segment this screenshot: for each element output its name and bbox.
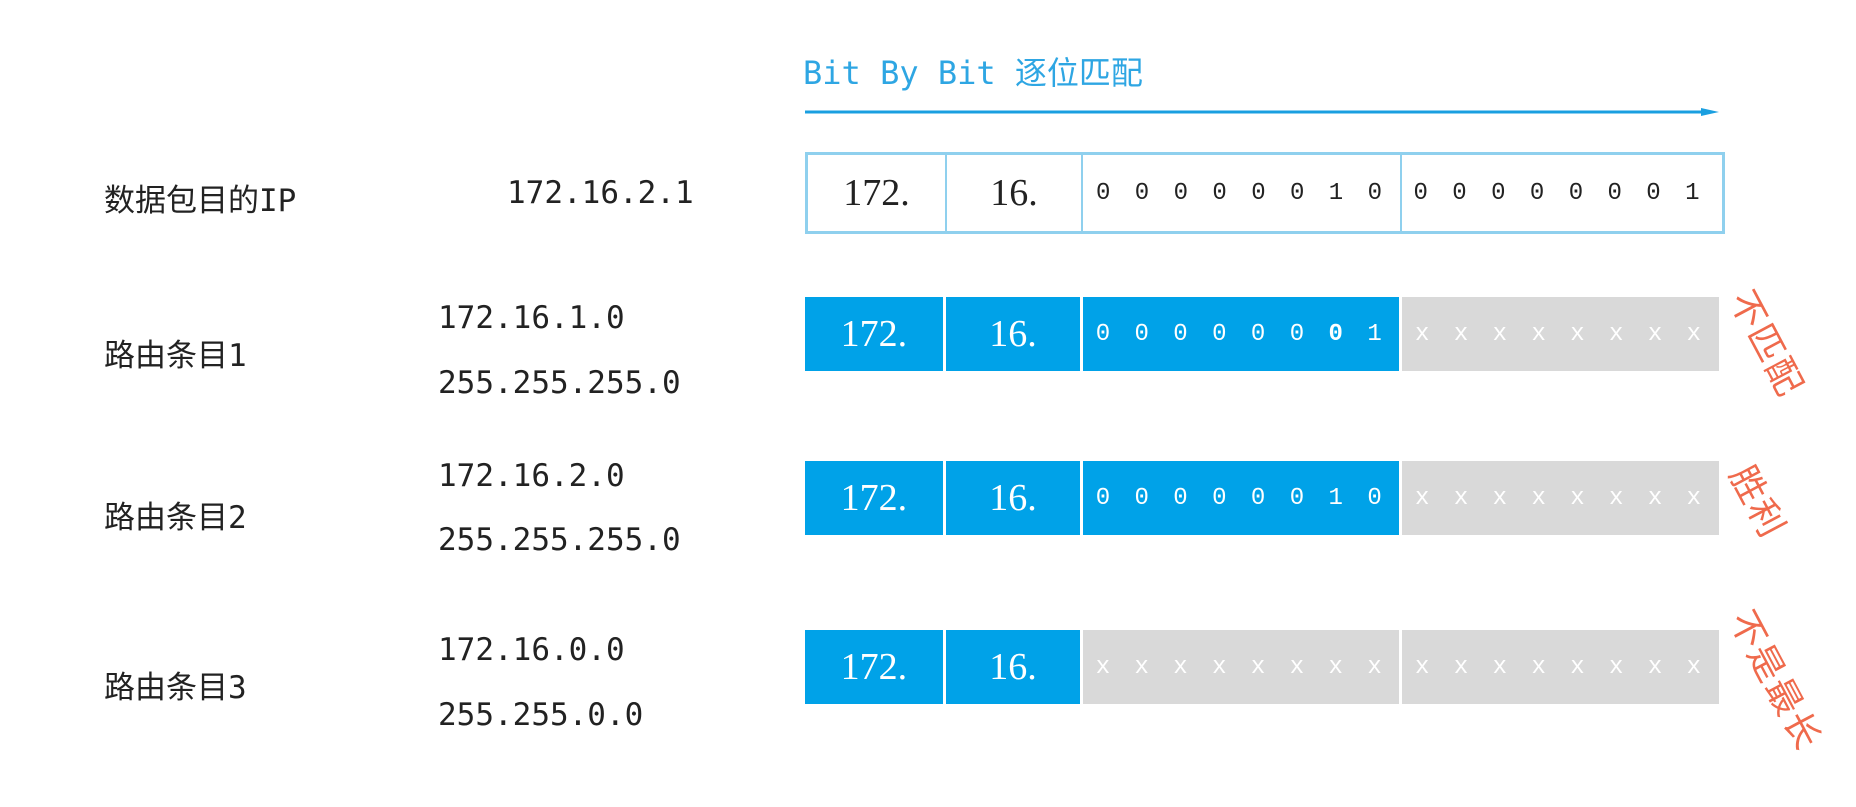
bits-prefix: 0 0 0 0 0 0	[1095, 320, 1329, 348]
octet-4-wildcard: x x x x x x x x	[1402, 461, 1719, 535]
packet-label: 数据包目的IP	[104, 183, 297, 219]
bits-suffix: 1	[1347, 320, 1387, 348]
diagram-title: Bit By Bit 逐位匹配	[803, 54, 1143, 92]
octet-2: 16.	[945, 297, 1081, 371]
octet-3-bits: 0 0 0 0 0 0 1 0	[1083, 155, 1402, 231]
octet-3-wildcard: x x x x x x x x	[1083, 630, 1400, 704]
octet-4-wildcard: x x x x x x x x	[1402, 630, 1719, 704]
direction-arrow-icon	[805, 108, 1719, 116]
packet-bits-bar: 172. 16. 0 0 0 0 0 0 1 0 0 0 0 0 0 0 0 1	[805, 152, 1725, 234]
route-2-label: 路由条目2	[104, 500, 247, 536]
octet-1: 172.	[805, 630, 943, 704]
route-3-label: 路由条目3	[104, 670, 247, 706]
annotation-mismatch: 不匹配	[1720, 284, 1811, 405]
route-2-bits-bar: 172. 16. 0 0 0 0 0 0 1 0 x x x x x x x x	[805, 461, 1719, 535]
octet-3-bits: 0 0 0 0 0 0 1 0	[1083, 461, 1400, 535]
octet-2: 16.	[947, 155, 1083, 231]
route-1-label: 路由条目1	[104, 338, 247, 374]
octet-4-wildcard: x x x x x x x x	[1402, 297, 1719, 371]
octet-2: 16.	[945, 461, 1081, 535]
route-1-network: 172.16.1.0	[438, 300, 625, 336]
route-1-bits-bar: 172. 16. 0 0 0 0 0 0 0 1 x x x x x x x x	[805, 297, 1719, 371]
route-3-mask: 255.255.0.0	[438, 697, 644, 733]
mismatch-bit: 0	[1328, 320, 1348, 348]
octet-4-bits: 0 0 0 0 0 0 0 1	[1402, 155, 1716, 231]
route-3-bits-bar: 172. 16. x x x x x x x x x x x x x x x x	[805, 630, 1719, 704]
route-1-mask: 255.255.255.0	[438, 365, 681, 401]
octet-1: 172.	[805, 461, 943, 535]
packet-ip: 172.16.2.1	[507, 175, 694, 211]
octet-1: 172.	[805, 297, 943, 371]
octet-1: 172.	[808, 155, 947, 231]
octet-2: 16.	[945, 630, 1081, 704]
octet-3-bits: 0 0 0 0 0 0 0 1	[1083, 297, 1400, 371]
route-3-network: 172.16.0.0	[438, 632, 625, 668]
annotation-not-longest: 不是最长	[1720, 604, 1829, 758]
route-2-network: 172.16.2.0	[438, 458, 625, 494]
annotation-winner: 胜利	[1720, 459, 1793, 546]
route-2-mask: 255.255.255.0	[438, 522, 681, 558]
